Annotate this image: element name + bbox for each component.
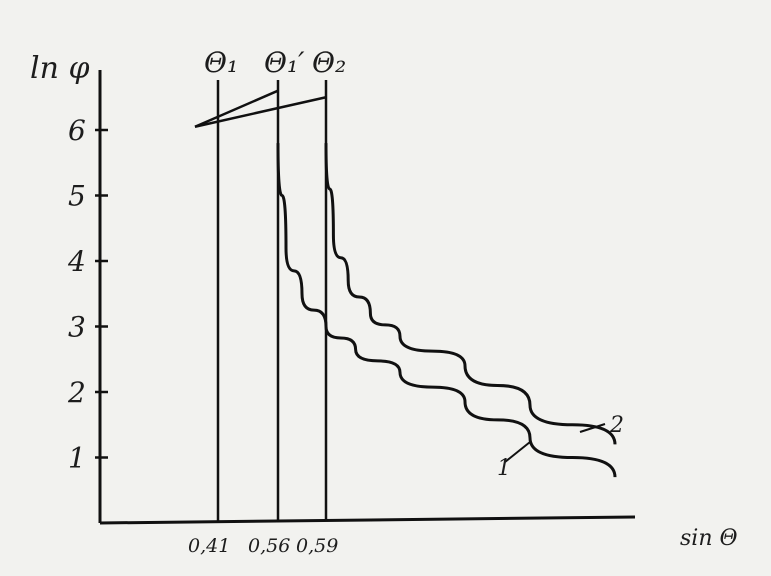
x-axis-label: sin Θ [680, 526, 738, 551]
marker-label: Θ₂ [312, 46, 346, 79]
y-axis-label: ln φ [30, 51, 89, 86]
y-tick-label: 6 [68, 114, 86, 147]
y-tick-label: 3 [68, 311, 86, 344]
y-tick-label: 5 [68, 180, 86, 213]
marker-label: Θ₁′ [264, 46, 305, 79]
series-1-curve [276, 143, 617, 478]
series-2-curve [324, 143, 617, 445]
x-tick-label: 0,59 [296, 535, 338, 557]
annotation-leader [504, 441, 531, 463]
extrapolation-line [194, 89, 279, 128]
x-tick-label: 0,41 [188, 535, 230, 557]
marker-label: Θ₁ [204, 46, 238, 79]
y-tick-label: 2 [67, 376, 86, 409]
x-axis [99, 515, 636, 525]
annotation-leader [579, 423, 606, 433]
extrapolation-line [194, 96, 327, 128]
y-tick-label: 4 [67, 245, 86, 278]
series-annotation: 2 [609, 413, 624, 438]
series-annotation: 1 [497, 456, 511, 481]
x-tick-label: 0,56 [248, 535, 290, 557]
y-tick-label: 1 [68, 442, 86, 475]
